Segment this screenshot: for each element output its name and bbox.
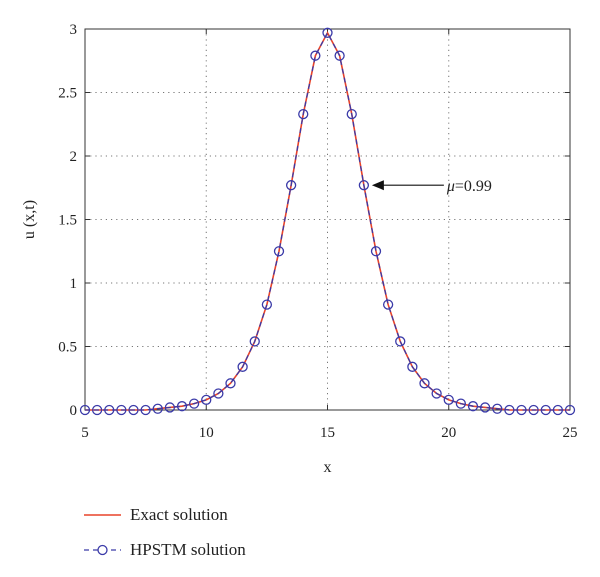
data-point bbox=[188, 398, 200, 409]
data-point bbox=[455, 398, 467, 409]
y-tick-label: 0.5 bbox=[58, 340, 77, 356]
data-point bbox=[237, 361, 248, 372]
x-tick-label: 5 bbox=[81, 425, 89, 441]
y-tick-label: 0 bbox=[70, 403, 78, 419]
data-point bbox=[261, 299, 273, 310]
data-point bbox=[564, 404, 576, 416]
data-point bbox=[407, 361, 418, 372]
y-tick-label: 3 bbox=[70, 22, 78, 38]
data-point bbox=[176, 401, 188, 412]
annotation-arrowhead bbox=[371, 180, 384, 191]
data-point bbox=[201, 394, 212, 405]
data-point bbox=[334, 50, 345, 61]
data-point bbox=[358, 180, 370, 191]
data-point bbox=[285, 180, 297, 191]
annotation-symbol: μ bbox=[446, 178, 455, 195]
data-point bbox=[382, 299, 394, 310]
x-tick-label: 15 bbox=[320, 425, 335, 441]
x-tick-label: 10 bbox=[199, 425, 214, 441]
legend-marker-hpstm bbox=[97, 544, 108, 556]
annotation: μ=0.99 bbox=[371, 178, 492, 195]
legend-label-hpstm: HPSTM solution bbox=[130, 540, 246, 559]
plot-frame bbox=[84, 28, 571, 411]
annotation-label: μ=0.99 bbox=[446, 178, 492, 195]
data-point bbox=[528, 404, 539, 416]
data-point bbox=[128, 404, 139, 416]
annotation-value: =0.99 bbox=[455, 178, 492, 195]
data-point bbox=[467, 401, 479, 412]
data-point bbox=[346, 108, 357, 120]
x-axis-label: x bbox=[324, 459, 332, 476]
data-point bbox=[431, 388, 442, 399]
y-tick-label: 2 bbox=[70, 149, 78, 165]
data-point bbox=[443, 394, 454, 405]
data-point bbox=[492, 403, 503, 414]
data-point bbox=[116, 404, 127, 416]
data-point bbox=[540, 404, 551, 416]
legend-label-exact: Exact solution bbox=[130, 505, 228, 524]
data-point bbox=[104, 404, 115, 416]
grid bbox=[85, 29, 570, 410]
data-point bbox=[225, 378, 236, 389]
data-point bbox=[91, 404, 103, 416]
data-point bbox=[552, 404, 564, 416]
data-point bbox=[479, 402, 491, 413]
legend: Exact solution HPSTM solution bbox=[84, 505, 246, 559]
y-tick-label: 1.5 bbox=[58, 213, 77, 229]
x-tick-label: 20 bbox=[441, 425, 456, 441]
y-tick-label: 2.5 bbox=[58, 86, 77, 102]
data-point bbox=[298, 108, 309, 120]
data-point bbox=[152, 403, 163, 414]
axis-ticks: 5 10 15 20 25 0 0.5 1 1.5 2 2.5 3 bbox=[58, 22, 577, 441]
data-point bbox=[249, 336, 260, 347]
data-point bbox=[516, 404, 527, 416]
data-point bbox=[504, 404, 515, 416]
y-axis-label: u (x,t) bbox=[21, 200, 38, 239]
data-point bbox=[213, 388, 224, 399]
data-point bbox=[310, 50, 321, 61]
data-point bbox=[273, 246, 285, 257]
data-point bbox=[140, 404, 151, 416]
data-point bbox=[322, 27, 333, 38]
series-group bbox=[79, 27, 576, 416]
data-point bbox=[419, 378, 430, 389]
x-tick-label: 25 bbox=[563, 425, 578, 441]
data-point bbox=[79, 404, 91, 416]
data-point bbox=[164, 402, 176, 413]
y-tick-label: 1 bbox=[70, 276, 78, 292]
data-point bbox=[370, 246, 382, 257]
data-point bbox=[395, 336, 406, 347]
